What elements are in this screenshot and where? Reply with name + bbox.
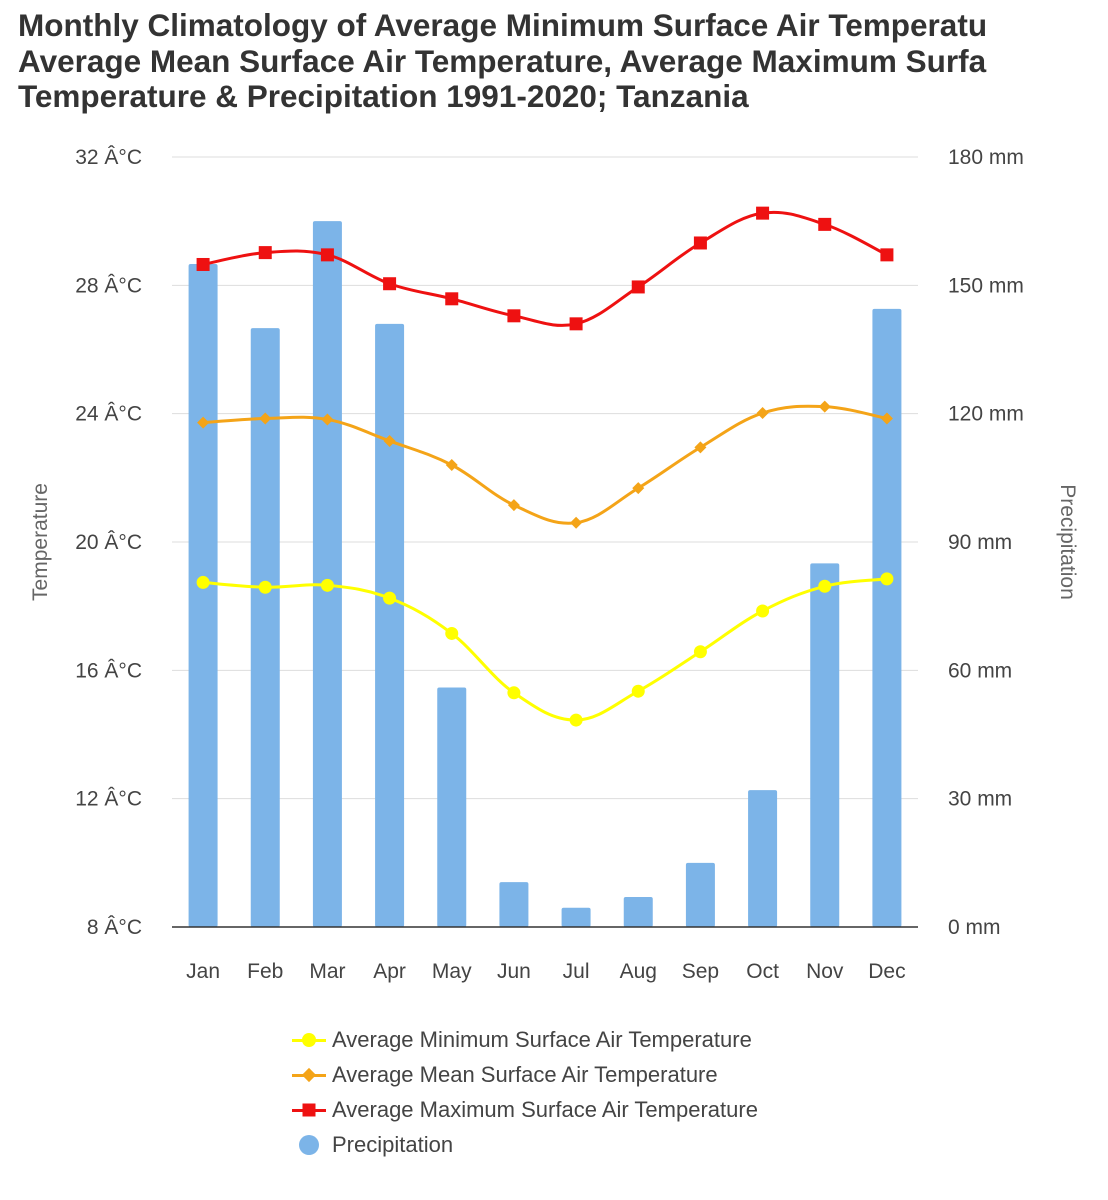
- precipitation-bar: [312, 221, 342, 927]
- chart-title: Monthly Climatology of Average Minimum S…: [18, 8, 1108, 118]
- legend-label: Average Minimum Surface Air Temperature: [332, 1026, 752, 1052]
- left-tick-label: 32 Â°C: [75, 146, 142, 169]
- max-temp-point: [631, 280, 645, 294]
- x-tick-label: Nov: [806, 960, 844, 983]
- min-temp-point: [818, 579, 832, 593]
- precipitation-bar: [499, 882, 529, 927]
- mean-temp-point: [507, 499, 520, 512]
- left-tick-label: 24 Â°C: [75, 403, 142, 426]
- precipitation-bar: [561, 907, 591, 927]
- min-temp-point: [196, 575, 210, 589]
- precipitation-bar: [685, 862, 715, 927]
- max-temp-line: [202, 210, 888, 327]
- max-temp-point: [569, 317, 583, 331]
- left-axis-title: Temperature: [29, 483, 52, 601]
- right-tick-label: 30 mm: [948, 788, 1012, 811]
- right-tick-label: 0 mm: [948, 916, 1001, 939]
- legend-item[interactable]: Average Minimum Surface Air Temperature: [290, 1022, 758, 1057]
- precipitation-bar: [872, 308, 902, 928]
- min-temp-point: [880, 572, 894, 586]
- legend-label: Average Maximum Surface Air Temperature: [332, 1096, 758, 1122]
- mean-temp-point: [321, 413, 334, 426]
- min-temp-point: [258, 580, 272, 594]
- legend-marker-icon: [290, 1134, 328, 1155]
- left-tick-label: 28 Â°C: [75, 274, 142, 297]
- precipitation-bar: [748, 790, 778, 927]
- right-axis-title: Precipitation: [1056, 484, 1079, 600]
- precipitation-bar: [375, 323, 405, 927]
- mean-temp-point: [383, 434, 396, 447]
- legend-item[interactable]: Average Mean Surface Air Temperature: [290, 1057, 758, 1092]
- mean-temp-point: [694, 441, 707, 454]
- legend-item[interactable]: Average Maximum Surface Air Temperature: [290, 1092, 758, 1127]
- min-temp-point: [569, 713, 583, 727]
- mean-temp-point: [818, 400, 831, 413]
- min-temp-point: [320, 578, 334, 592]
- x-tick-label: Feb: [247, 960, 283, 983]
- legend-label: Average Mean Surface Air Temperature: [332, 1061, 718, 1087]
- chart-title-line: Temperature & Precipitation 1991-2020; T…: [18, 78, 749, 114]
- precipitation-bar: [188, 263, 218, 927]
- precipitation-bar: [623, 897, 653, 927]
- mean-temp-point: [445, 459, 458, 471]
- x-tick-label: Sep: [682, 960, 719, 983]
- legend-item[interactable]: Precipitation: [290, 1127, 758, 1162]
- left-tick-label: 12 Â°C: [75, 788, 142, 811]
- min-temp-point: [383, 591, 397, 605]
- x-tick-label: Apr: [373, 960, 406, 983]
- left-tick-label: 8 Â°C: [87, 916, 142, 939]
- max-temp-point: [383, 277, 397, 291]
- max-temp-point: [196, 257, 210, 271]
- right-tick-label: 150 mm: [948, 274, 1024, 297]
- x-tick-label: Jul: [563, 960, 590, 983]
- left-tick-label: 20 Â°C: [75, 531, 142, 554]
- min-temp-point: [756, 604, 770, 618]
- mean-temp-line: [202, 404, 888, 525]
- mean-temp-point: [880, 412, 893, 425]
- mean-temp-point: [756, 407, 769, 420]
- x-tick-label: Aug: [620, 960, 657, 983]
- right-tick-label: 180 mm: [948, 146, 1024, 169]
- max-temp-point: [320, 248, 334, 262]
- x-tick-label: Jan: [186, 960, 220, 983]
- chart-legend: Average Minimum Surface Air Temperature A…: [290, 1022, 758, 1162]
- min-temp-point: [693, 645, 707, 659]
- precipitation-bar: [810, 563, 840, 927]
- max-temp-point: [818, 217, 832, 231]
- x-tick-label: Dec: [868, 960, 905, 983]
- x-tick-label: Oct: [746, 960, 779, 983]
- min-temp-point: [445, 626, 459, 640]
- precipitation-bar: [437, 687, 467, 927]
- mean-temp-point: [259, 412, 272, 425]
- min-temp-line: [202, 577, 888, 722]
- max-temp-point: [258, 246, 272, 260]
- legend-label: Precipitation: [332, 1131, 454, 1157]
- mean-temp-point: [570, 516, 583, 529]
- legend-marker-icon: [290, 1030, 328, 1050]
- right-tick-label: 90 mm: [948, 531, 1012, 554]
- chart-title-line: Monthly Climatology of Average Minimum S…: [18, 8, 988, 43]
- x-tick-label: May: [432, 960, 472, 983]
- right-tick-label: 60 mm: [948, 659, 1012, 682]
- max-temp-point: [880, 248, 894, 262]
- min-temp-point: [507, 686, 521, 700]
- min-temp-point: [631, 684, 645, 698]
- max-temp-point: [756, 206, 770, 220]
- mean-temp-point: [632, 482, 645, 495]
- left-tick-label: 16 Â°C: [75, 659, 142, 682]
- chart-title-line: Average Mean Surface Air Temperature, Av…: [18, 42, 987, 79]
- max-temp-point: [693, 236, 707, 250]
- chart-canvas: 8 Â°C 12 Â°C 16 Â°C 20 Â°C 24 Â°C 28 Â°C 32 Â°…: [29, 146, 1079, 983]
- max-temp-point: [445, 292, 459, 306]
- x-tick-label: Mar: [309, 960, 345, 983]
- x-tick-label: Jun: [497, 960, 531, 983]
- legend-marker-icon: [290, 1065, 328, 1085]
- right-tick-label: 120 mm: [948, 403, 1024, 426]
- legend-marker-icon: [290, 1100, 328, 1120]
- max-temp-point: [507, 309, 521, 323]
- mean-temp-point: [197, 416, 210, 429]
- precipitation-bar: [250, 328, 280, 928]
